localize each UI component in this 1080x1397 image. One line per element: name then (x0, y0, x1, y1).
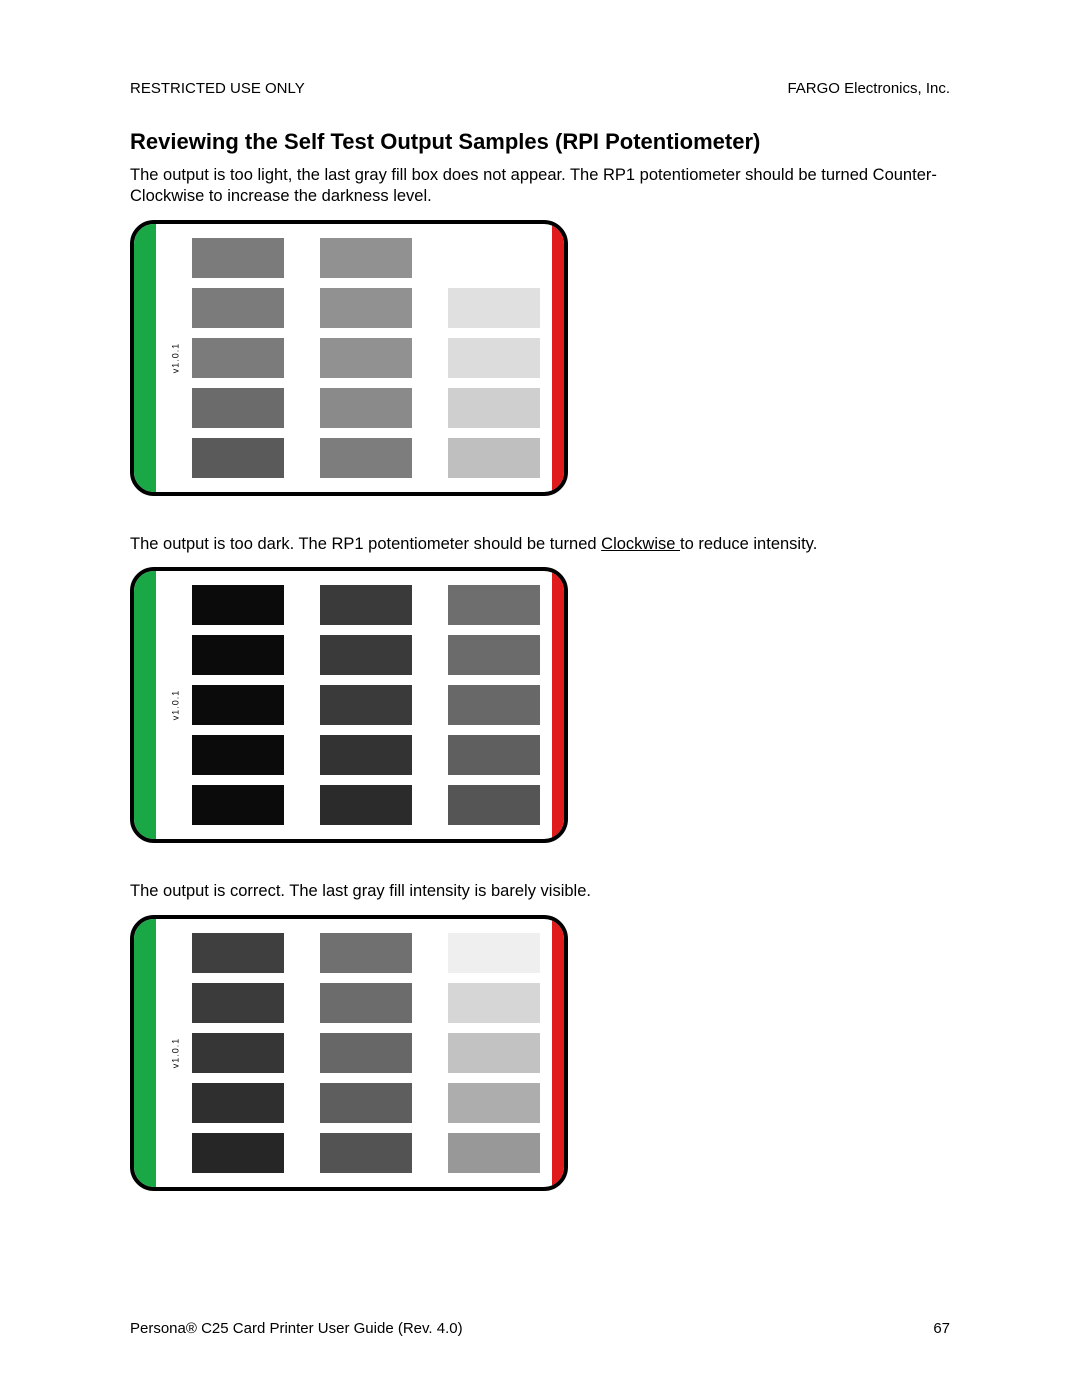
gray-cell (192, 1133, 284, 1173)
gray-cell (320, 288, 412, 328)
gray-cell (192, 1033, 284, 1073)
gray-cell (448, 1083, 540, 1123)
gray-cell (448, 933, 540, 973)
gray-cell (320, 933, 412, 973)
gray-cell (320, 338, 412, 378)
sample-card-correct: v1.0.1 (130, 915, 568, 1191)
gray-cell (192, 635, 284, 675)
gray-grid (192, 933, 540, 1173)
gray-cell (192, 238, 284, 278)
gray-cell (448, 388, 540, 428)
gray-cell (320, 685, 412, 725)
gray-cell (192, 785, 284, 825)
version-label: v1.0.1 (170, 690, 180, 721)
gray-cell (448, 685, 540, 725)
header-right: FARGO Electronics, Inc. (787, 80, 950, 97)
gray-cell (192, 933, 284, 973)
gray-cell (448, 983, 540, 1023)
gray-cell (448, 438, 540, 478)
gray-cell (192, 1083, 284, 1123)
sample-card-too-light: v1.0.1 (130, 220, 568, 496)
stripe-left (134, 224, 156, 492)
gray-cell (192, 288, 284, 328)
gray-cell (320, 983, 412, 1023)
p2-part-a: The output is too dark. The RP1 potentio… (130, 535, 601, 553)
footer-left: Persona® C25 Card Printer User Guide (Re… (130, 1320, 463, 1337)
gray-cell (192, 983, 284, 1023)
gray-cell (448, 238, 540, 278)
gray-cell (192, 438, 284, 478)
gray-cell (320, 388, 412, 428)
version-label: v1.0.1 (170, 343, 180, 374)
paragraph-too-dark: The output is too dark. The RP1 potentio… (130, 534, 950, 555)
gray-cell (320, 585, 412, 625)
sample-card-too-dark: v1.0.1 (130, 567, 568, 843)
gray-cell (320, 735, 412, 775)
header-left: RESTRICTED USE ONLY (130, 80, 305, 97)
section-title: Reviewing the Self Test Output Samples (… (130, 129, 950, 155)
gray-cell (320, 1133, 412, 1173)
gray-cell (320, 438, 412, 478)
gray-cell (192, 388, 284, 428)
gray-cell (192, 685, 284, 725)
p2-underlined: Clockwise (601, 535, 680, 553)
gray-cell (320, 1033, 412, 1073)
page-number: 67 (933, 1320, 950, 1337)
gray-grid (192, 585, 540, 825)
gray-cell (192, 735, 284, 775)
gray-cell (448, 338, 540, 378)
stripe-right (552, 571, 564, 839)
gray-cell (448, 785, 540, 825)
version-label: v1.0.1 (170, 1037, 180, 1068)
paragraph-too-light: The output is too light, the last gray f… (130, 165, 950, 208)
gray-cell (448, 288, 540, 328)
gray-grid (192, 238, 540, 478)
gray-cell (320, 635, 412, 675)
gray-cell (192, 585, 284, 625)
gray-cell (448, 1033, 540, 1073)
gray-cell (192, 338, 284, 378)
gray-cell (320, 785, 412, 825)
gray-cell (448, 635, 540, 675)
p2-part-c: to reduce intensity. (680, 535, 817, 553)
gray-cell (448, 585, 540, 625)
stripe-right (552, 224, 564, 492)
stripe-left (134, 571, 156, 839)
gray-cell (320, 238, 412, 278)
gray-cell (448, 1133, 540, 1173)
gray-cell (448, 735, 540, 775)
gray-cell (320, 1083, 412, 1123)
stripe-left (134, 919, 156, 1187)
stripe-right (552, 919, 564, 1187)
paragraph-correct: The output is correct. The last gray fil… (130, 881, 950, 902)
